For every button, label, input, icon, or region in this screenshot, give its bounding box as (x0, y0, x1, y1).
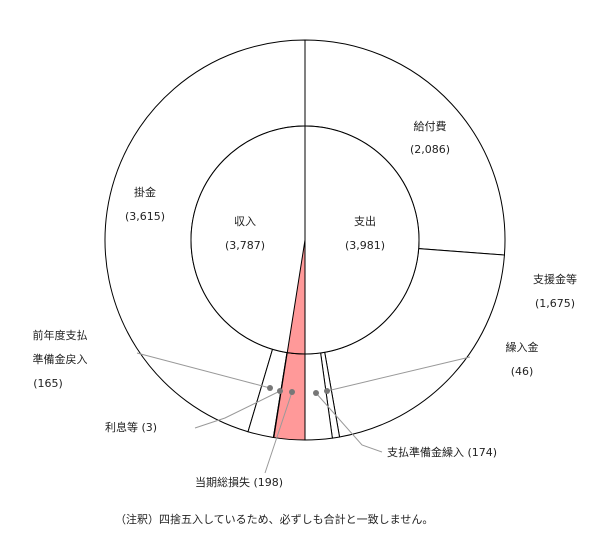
inner-value-income: (3,787) (225, 239, 265, 252)
label-expense-2-name: 繰入金 (506, 340, 539, 354)
label-expense-1-name: 支援金等 (533, 272, 577, 286)
label-expense-3: 支払準備金繰入 (174) (387, 445, 497, 459)
label-expense-2-value: (46) (511, 365, 534, 378)
leader-expense-2 (326, 356, 471, 392)
dot-income-1 (267, 385, 273, 391)
inner-label-expense: 支出 (354, 214, 376, 228)
dot-expense-2 (324, 388, 330, 394)
leader-income-3 (264, 391, 293, 474)
label-income-0-name: 掛金 (134, 185, 156, 199)
dot-expense-3 (313, 390, 319, 396)
label-income-1-name-line2: 準備金戻入 (33, 352, 88, 366)
label-expense-0-name: 給付費 (414, 119, 447, 133)
dot-income-2 (277, 388, 283, 394)
footnote: （注釈）四捨五入しているため、必ずしも合計と一致しません。 (115, 513, 434, 526)
leader-income-2 (194, 390, 281, 429)
inner-label-income: 収入 (234, 215, 256, 228)
label-income-1-value: (165) (33, 377, 63, 390)
inner-value-expense: (3,981) (345, 239, 385, 252)
dot-income-3 (289, 389, 295, 395)
leader-income-1 (136, 352, 271, 389)
label-income-0-value: (3,615) (125, 210, 165, 223)
label-income-3: 当期総損失 (198) (195, 475, 283, 489)
leader-expense-3 (315, 392, 383, 453)
label-income-1-name-line1: 前年度支払 (33, 328, 88, 342)
label-expense-0-value: (2,086) (410, 143, 450, 156)
label-expense-1-value: (1,675) (535, 297, 575, 310)
label-income-2: 利息等 (3) (105, 420, 157, 434)
